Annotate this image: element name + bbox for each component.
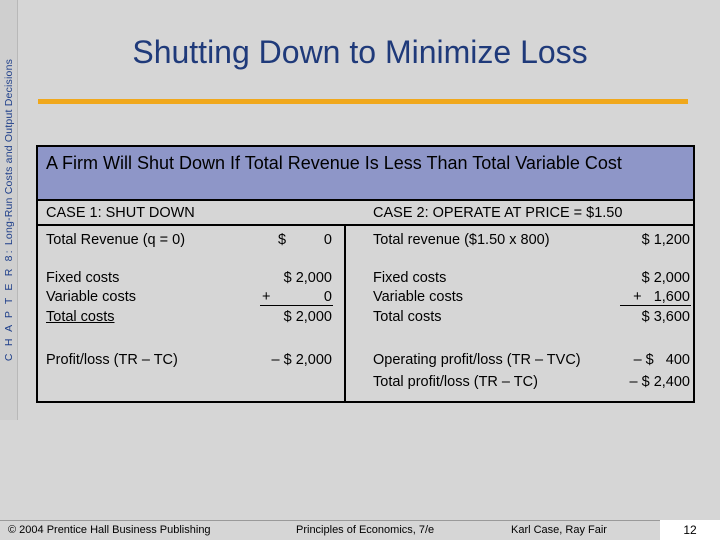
case1-fixed-label: Fixed costs <box>46 270 120 286</box>
chapter-sidebar: C H A P T E R 8: Long-Run Costs and Outp… <box>0 0 18 420</box>
case1-total-label: Total costs <box>46 309 115 325</box>
case2-variable-value: + 1,600 <box>633 289 690 305</box>
chapter-label: C H A P T E R 8: <box>3 248 15 362</box>
footer-authors: Karl Case, Ray Fair <box>511 524 607 536</box>
case2-variable-label: Variable costs <box>373 289 463 305</box>
footer-book-title: Principles of Economics, 7/e <box>296 524 435 536</box>
title-rule <box>38 99 688 104</box>
case1-total-value: $ 2,000 <box>283 309 332 325</box>
chapter-sidebar-text: C H A P T E R 8: Long-Run Costs and Outp… <box>3 59 15 361</box>
case1-revenue-label: Total Revenue (q = 0) <box>46 232 186 248</box>
case2-total-label: Total costs <box>373 309 442 325</box>
case2-total-profit-value: – $ 2,400 <box>629 374 690 390</box>
case2-sum-underline <box>620 305 691 306</box>
slide-title: Shutting Down to Minimize Loss <box>132 34 588 70</box>
case1-profit-label: Profit/loss (TR – TC) <box>46 352 178 368</box>
case1-variable-label: Variable costs <box>46 289 136 305</box>
case2-fixed-label: Fixed costs <box>373 270 447 286</box>
page-number: 12 <box>660 520 720 540</box>
case1-fixed-value: $ 2,000 <box>283 270 332 286</box>
case2-total-value: $ 3,600 <box>641 309 690 325</box>
case1-sum-underline <box>260 305 333 306</box>
case2-header: CASE 2: OPERATE AT PRICE = $1.50 <box>373 205 623 221</box>
column-divider <box>344 226 346 403</box>
case2-op-profit-label: Operating profit/loss (TR – TVC) <box>373 352 581 368</box>
case1-revenue-value: 0 <box>323 232 332 248</box>
case1-variable-sign: + <box>262 289 271 305</box>
footer-copyright: © 2004 Prentice Hall Business Publishing <box>8 524 211 536</box>
chapter-title: Long-Run Costs and Output Decisions <box>3 58 15 246</box>
table-header: A Firm Will Shut Down If Total Revenue I… <box>38 147 693 201</box>
case1-header: CASE 1: SHUT DOWN <box>46 205 195 221</box>
footer-bar <box>0 520 720 540</box>
case1-profit-value: – $ 2,000 <box>271 352 332 368</box>
case2-fixed-value: $ 2,000 <box>641 270 690 286</box>
table-heading: A Firm Will Shut Down If Total Revenue I… <box>46 153 622 173</box>
comparison-table: A Firm Will Shut Down If Total Revenue I… <box>36 145 695 403</box>
case-header-row: CASE 1: SHUT DOWN CASE 2: OPERATE AT PRI… <box>38 201 693 226</box>
case1-revenue-currency: $ <box>278 232 287 248</box>
case1-variable-value: 0 <box>323 289 332 305</box>
case2-op-profit-value: – $ 400 <box>633 352 690 368</box>
case2-revenue-value: $ 1,200 <box>641 232 690 248</box>
case2-revenue-label: Total revenue ($1.50 x 800) <box>373 232 550 248</box>
case2-total-profit-label: Total profit/loss (TR – TC) <box>373 374 538 390</box>
